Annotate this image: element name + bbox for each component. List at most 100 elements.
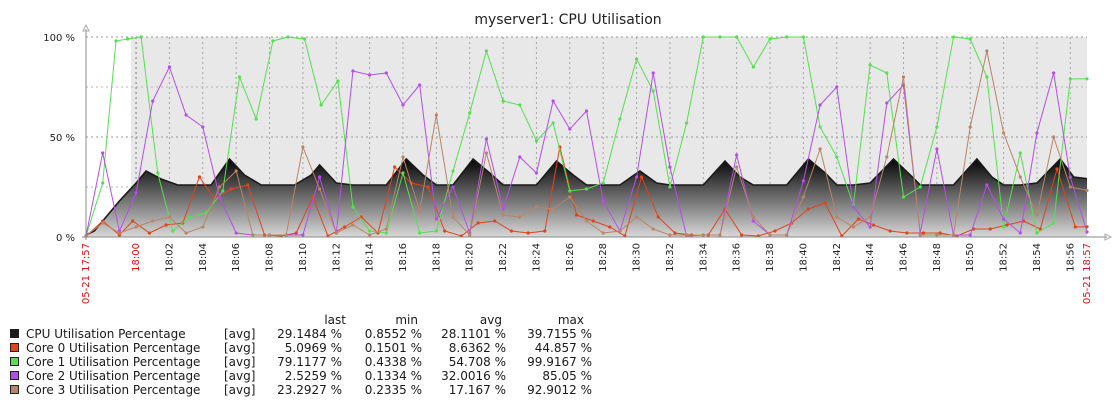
- series-4-point: [935, 233, 939, 237]
- series-4-point: [217, 185, 222, 189]
- legend-max-core1: 99.9167 %: [527, 355, 592, 369]
- legend-name-cpu: CPU Utilisation Percentage: [26, 327, 186, 341]
- series-2-point: [468, 111, 472, 115]
- series-4-point: [117, 231, 121, 235]
- series-2-point: [271, 39, 275, 43]
- series-2-point: [718, 35, 722, 39]
- series-3-point: [584, 109, 589, 113]
- series-2-point: [968, 37, 972, 41]
- series-1-point: [988, 227, 992, 231]
- legend-header-last: last: [324, 313, 346, 327]
- legend-header-min: min: [395, 313, 418, 327]
- series-3-point: [1018, 231, 1022, 235]
- series-4-point: [968, 125, 972, 129]
- x-tick-label: 18:22: [498, 243, 509, 272]
- series-2-point: [286, 35, 290, 39]
- series-3-point: [101, 151, 105, 155]
- x-tick-label: 18:24: [531, 243, 542, 272]
- series-2-point: [951, 35, 956, 39]
- series-2-point: [584, 187, 589, 191]
- x-tick-label: 18:14: [365, 243, 376, 272]
- x-tick-label: 18:04: [198, 243, 209, 272]
- series-4-point: [401, 155, 405, 159]
- series-4-point: [468, 233, 472, 237]
- series-1-point: [164, 223, 168, 227]
- series-4-point: [234, 169, 238, 173]
- legend-name-core1: Core 1 Utilisation Percentage: [26, 355, 201, 369]
- series-2-point: [319, 103, 323, 107]
- axis-frame: [82, 23, 1113, 241]
- series-2-point: [835, 155, 839, 159]
- series-3-point: [1035, 131, 1039, 135]
- series-2-point: [1018, 151, 1022, 155]
- series-2-point: [187, 215, 192, 219]
- series-3-point: [317, 175, 322, 179]
- x-tick-label: 18:40: [798, 243, 809, 272]
- series-4-point: [718, 233, 722, 237]
- legend-swatch-core2: [10, 371, 19, 380]
- legend-swatch-core0: [10, 343, 19, 352]
- series-1-point: [921, 231, 926, 235]
- series-2-point: [1035, 231, 1039, 235]
- series-4-point: [267, 233, 272, 237]
- legend-last-core1: 79.1177 %: [277, 355, 342, 369]
- series-4-point: [668, 233, 672, 237]
- series-4-point: [918, 233, 922, 237]
- series-3-point: [351, 69, 355, 73]
- series-2-point: [1052, 221, 1056, 225]
- series-2-line: [85, 36, 1088, 237]
- series-1-point: [856, 217, 861, 221]
- series-2-point: [518, 103, 522, 107]
- series-4-point: [701, 233, 705, 237]
- series-1-point: [543, 229, 547, 233]
- series-1-point: [229, 187, 233, 191]
- series-1-point: [1073, 225, 1077, 229]
- x-tick-label: 18:56: [1065, 243, 1076, 272]
- series-2-point: [1001, 225, 1006, 229]
- series-4-point: [384, 227, 388, 231]
- series-2-point: [254, 117, 258, 121]
- series-2-point: [551, 121, 555, 125]
- series-4-point: [885, 155, 889, 159]
- legend-last-core2: 2.5259 %: [284, 369, 342, 383]
- series-3-point: [735, 153, 739, 157]
- series-3-point: [668, 165, 672, 169]
- legend-swatch-cpu: [10, 329, 19, 338]
- chart-title: myserver1: CPU Utilisation: [474, 12, 661, 28]
- series-3-point: [835, 85, 839, 89]
- series-1-point: [574, 213, 579, 217]
- series-4-point: [167, 215, 172, 219]
- series-1-point: [608, 225, 612, 229]
- series-4-point: [101, 221, 105, 225]
- series-4-point: [985, 49, 989, 53]
- series-3-point: [184, 113, 188, 117]
- legend-max-core2: 85.05 %: [542, 369, 592, 383]
- series-4-point: [851, 225, 856, 229]
- series-1-point: [1085, 225, 1089, 229]
- x-tick-label: 18:38: [765, 243, 776, 272]
- series-2-point: [1085, 77, 1089, 81]
- series-2-point: [237, 75, 242, 79]
- series-3-point: [1052, 71, 1056, 75]
- series-1-point: [1055, 167, 1059, 171]
- legend-agg-cpu: [avg]: [224, 327, 256, 341]
- x-tick-label: 18:50: [965, 243, 976, 272]
- series-2-point: [114, 39, 118, 43]
- series-4-point: [768, 233, 772, 237]
- series-4-point: [251, 233, 255, 237]
- series-2-point: [156, 171, 160, 175]
- series-4-point: [1068, 185, 1072, 189]
- series-4-point: [518, 215, 522, 219]
- series-4-point: [1085, 188, 1089, 192]
- x-tick-label: 18:12: [331, 243, 342, 272]
- y-axis: 0 % 50 % 100 %: [43, 33, 75, 244]
- series-3-point: [167, 65, 172, 69]
- x-end-label: 05-21 18:57: [1082, 243, 1093, 304]
- series-1-point: [147, 231, 151, 235]
- series-4-point: [618, 229, 622, 233]
- series-3-point: [1068, 175, 1072, 179]
- series-4-point: [568, 195, 572, 199]
- series-3-point: [818, 103, 822, 107]
- series-4-point: [418, 209, 422, 213]
